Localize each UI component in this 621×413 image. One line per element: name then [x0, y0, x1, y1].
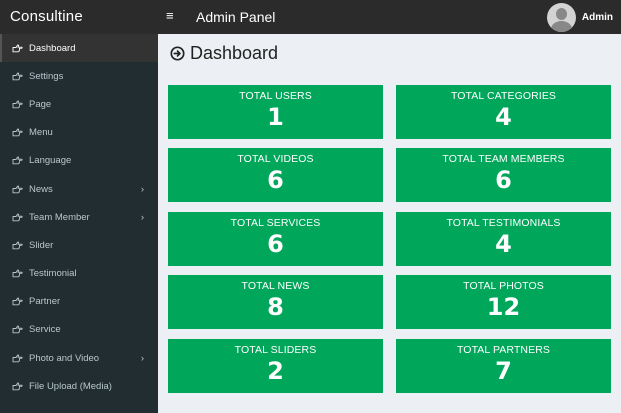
hand-right-icon	[12, 269, 23, 278]
sidebar: Dashboard Settings Page Menu Language Ne…	[0, 34, 158, 413]
sidebar-item-photo-and-video[interactable]: Photo and Video ›	[0, 344, 158, 372]
chevron-right-icon: ›	[140, 352, 144, 364]
hand-right-icon	[12, 128, 23, 137]
stat-box-partners[interactable]: TOTAL PARTNERS 7	[396, 339, 611, 393]
sidebar-item-partner[interactable]: Partner	[0, 288, 158, 316]
hand-right-icon	[12, 185, 23, 194]
stat-box-categories[interactable]: TOTAL CATEGORIES 4	[396, 85, 611, 139]
stat-box-photos[interactable]: TOTAL PHOTOS 12	[396, 275, 611, 329]
hand-right-icon	[12, 213, 23, 222]
sidebar-item-language[interactable]: Language	[0, 147, 158, 175]
sidebar-item-menu[interactable]: Menu	[0, 119, 158, 147]
top-navbar: Consultine ≡ Admin Panel Admin	[0, 0, 621, 34]
hand-right-icon	[12, 44, 23, 53]
sidebar-item-label: Service	[29, 324, 61, 336]
stat-box-news[interactable]: TOTAL NEWS 8	[168, 275, 383, 329]
stat-value: 6	[267, 166, 284, 194]
sidebar-item-label: Page	[29, 98, 52, 110]
page-header: Dashboard	[170, 43, 278, 64]
sidebar-item-label: Settings	[29, 70, 64, 82]
sidebar-item-label: Slider	[29, 239, 54, 251]
stat-box-team-members[interactable]: TOTAL TEAM MEMBERS 6	[396, 148, 611, 202]
sidebar-item-service[interactable]: Service	[0, 316, 158, 344]
chevron-right-icon: ›	[140, 211, 144, 223]
stat-label: TOTAL CATEGORIES	[450, 90, 557, 102]
stat-box-sliders[interactable]: TOTAL SLIDERS 2	[168, 339, 383, 393]
stat-box-users[interactable]: TOTAL USERS 1	[168, 85, 383, 139]
sidebar-item-team-member[interactable]: Team Member ›	[0, 203, 158, 231]
sidebar-item-slider[interactable]: Slider	[0, 231, 158, 259]
stat-label: TOTAL SLIDERS	[234, 344, 317, 356]
stat-value: 4	[495, 103, 512, 131]
hand-right-icon	[12, 325, 23, 334]
stat-box-videos[interactable]: TOTAL VIDEOS 6	[168, 148, 383, 202]
sidebar-item-label: Dashboard	[29, 42, 76, 54]
sidebar-item-label: Language	[29, 155, 72, 167]
sidebar-item-label: Testimonial	[29, 268, 77, 280]
stat-label: TOTAL NEWS	[241, 280, 310, 292]
sidebar-item-label: Photo and Video	[29, 352, 100, 364]
sidebar-item-label: Partner	[29, 296, 61, 308]
hand-right-icon	[12, 297, 23, 306]
stat-value: 1	[267, 103, 284, 131]
sidebar-item-label: News	[29, 183, 53, 195]
hand-right-icon	[12, 100, 23, 109]
stat-value: 8	[267, 293, 284, 321]
stat-value: 6	[267, 230, 284, 258]
avatar	[546, 2, 576, 32]
stat-value: 2	[267, 357, 284, 385]
chevron-right-icon: ›	[140, 183, 144, 195]
stat-value: 7	[495, 357, 512, 385]
sidebar-item-label: Team Member	[29, 211, 90, 223]
main-content: Dashboard TOTAL USERS 1 TOTAL CATEGORIES…	[158, 34, 621, 413]
hand-right-icon	[12, 382, 23, 391]
sidebar-item-label: Menu	[29, 127, 53, 139]
hand-right-icon	[12, 156, 23, 165]
sidebar-toggle-button[interactable]: ≡	[166, 8, 174, 23]
arrow-circle-right-icon	[170, 46, 185, 61]
stat-label: TOTAL TEAM MEMBERS	[442, 153, 565, 165]
sidebar-item-testimonial[interactable]: Testimonial	[0, 260, 158, 288]
hand-right-icon	[12, 354, 23, 363]
sidebar-item-page[interactable]: Page	[0, 90, 158, 118]
brand-logo[interactable]: Consultine	[10, 8, 83, 25]
hand-right-icon	[12, 72, 23, 81]
sidebar-item-settings[interactable]: Settings	[0, 62, 158, 90]
panel-title: Admin Panel	[196, 9, 276, 25]
stat-box-testimonials[interactable]: TOTAL TESTIMONIALS 4	[396, 212, 611, 266]
stat-label: TOTAL PHOTOS	[463, 280, 544, 292]
stat-value: 12	[486, 293, 521, 321]
user-menu[interactable]: Admin	[546, 0, 621, 34]
stat-label: TOTAL VIDEOS	[237, 153, 314, 165]
stat-label: TOTAL PARTNERS	[456, 344, 550, 356]
sidebar-item-news[interactable]: News ›	[0, 175, 158, 203]
stat-value: 6	[495, 166, 512, 194]
stat-label: TOTAL SERVICES	[230, 217, 321, 229]
sidebar-item-file-upload[interactable]: File Upload (Media)	[0, 372, 158, 400]
hand-right-icon	[12, 241, 23, 250]
sidebar-item-label: File Upload (Media)	[29, 380, 112, 392]
stat-label: TOTAL TESTIMONIALS	[446, 217, 561, 229]
stat-value: 4	[495, 230, 512, 258]
stat-box-services[interactable]: TOTAL SERVICES 6	[168, 212, 383, 266]
sidebar-item-dashboard[interactable]: Dashboard	[0, 34, 158, 63]
stat-label: TOTAL USERS	[239, 90, 312, 102]
user-name: Admin	[581, 11, 613, 23]
page-title: Dashboard	[190, 43, 279, 63]
